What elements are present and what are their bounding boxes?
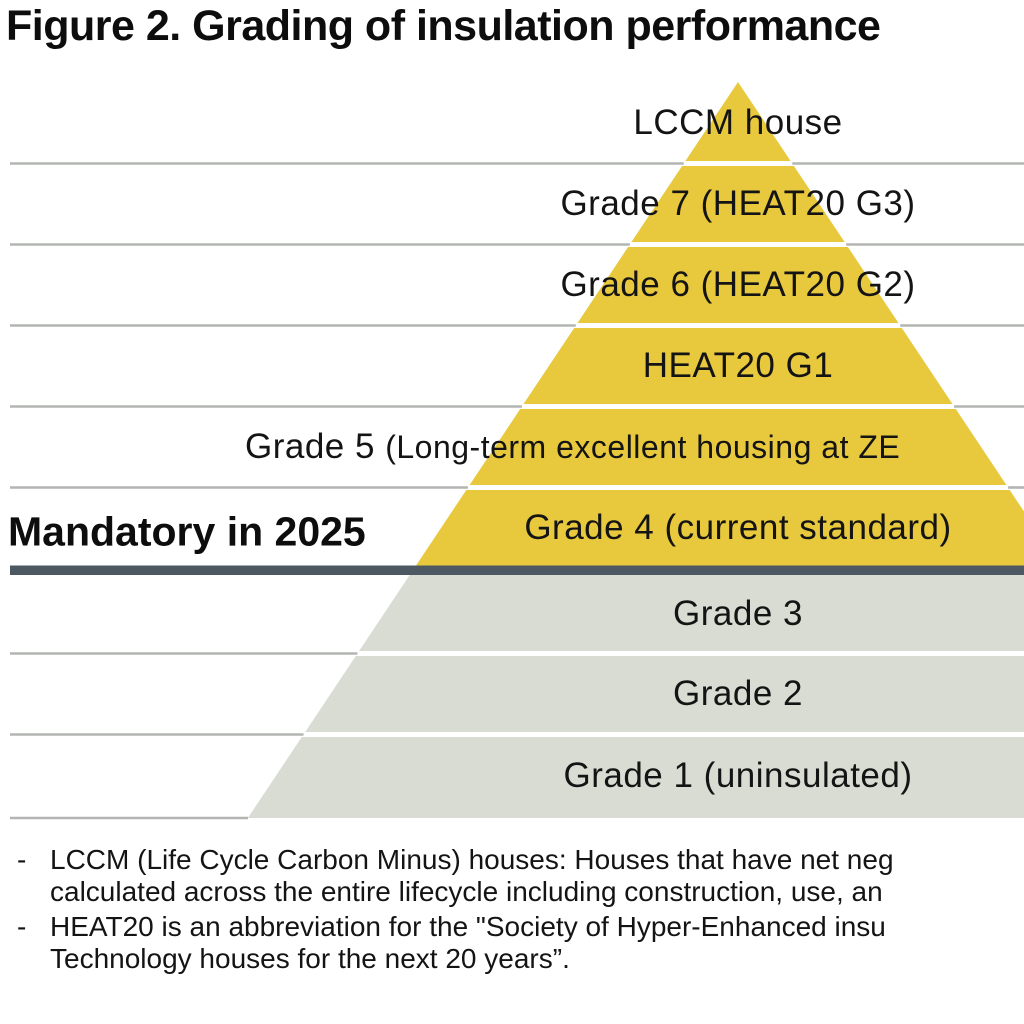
pyramid-shape-heat20g1 [523, 328, 953, 404]
pyramid-shape-grade3 [359, 575, 1024, 651]
footnote-bullet: - [17, 844, 27, 875]
level-label-grade7: Grade 7 (HEAT20 G3) [560, 184, 916, 223]
level-label-heat20g1: HEAT20 G1 [642, 346, 834, 385]
level-label-grade5-main: Grade 5 [245, 427, 386, 466]
pyramid-shape-grade2 [305, 656, 1024, 732]
level-label-grade2: Grade 2 [673, 674, 803, 713]
footnote-bullet: - [17, 911, 27, 942]
pyramid-shape-grade1 [247, 737, 1024, 818]
pyramid-shape-grade6 [577, 247, 899, 323]
level-label-grade5: Grade 5 (Long-term excellent housing at … [245, 427, 900, 467]
pyramid-canvas [10, 82, 1024, 820]
mandatory-2025-label: Mandatory in 2025 [8, 508, 366, 555]
level-label-lccm: LCCM house [633, 103, 843, 142]
gridlines [10, 162, 1024, 820]
level-label-grade1: Grade 1 (uninsulated) [563, 756, 913, 795]
pyramid-shape-grade5 [469, 409, 1007, 485]
footnote-heat20-line-2: Technology houses for the next 20 years”… [50, 942, 570, 974]
footnote-lccm-line-2: calculated across the entire lifecycle i… [50, 875, 883, 907]
footnote-heat20: - HEAT20 is an abbreviation for the "Soc… [0, 911, 1024, 974]
level-label-grade4: Grade 4 (current standard) [524, 508, 952, 547]
level-label-grade6: Grade 6 (HEAT20 G2) [560, 265, 916, 304]
mandatory-threshold-line [10, 565, 1024, 575]
insulation-pyramid-diagram: LCCM house Grade 7 (HEAT20 G3) Grade 6 (… [8, 82, 1024, 820]
footnote-lccm-text: LCCM (Life Cycle Carbon Minus) houses: H… [50, 844, 1024, 907]
footnote-heat20-text: HEAT20 is an abbreviation for the "Socie… [50, 911, 1024, 974]
pyramid-shape-lccm [685, 82, 791, 161]
pyramid-shape-grade4 [415, 490, 1024, 566]
footnote-lccm-line-1: LCCM (Life Cycle Carbon Minus) houses: H… [50, 844, 894, 875]
level-label-grade5-detail: (Long-term excellent housing at ZE [385, 429, 901, 465]
footnote-lccm: - LCCM (Life Cycle Carbon Minus) houses:… [0, 844, 1024, 907]
footnote-heat20-line-1: HEAT20 is an abbreviation for the "Socie… [50, 911, 886, 942]
figure-title: Figure 2. Grading of insulation performa… [6, 2, 881, 50]
level-label-grade3: Grade 3 [673, 594, 803, 633]
pyramid-shape-grade7 [631, 166, 845, 242]
